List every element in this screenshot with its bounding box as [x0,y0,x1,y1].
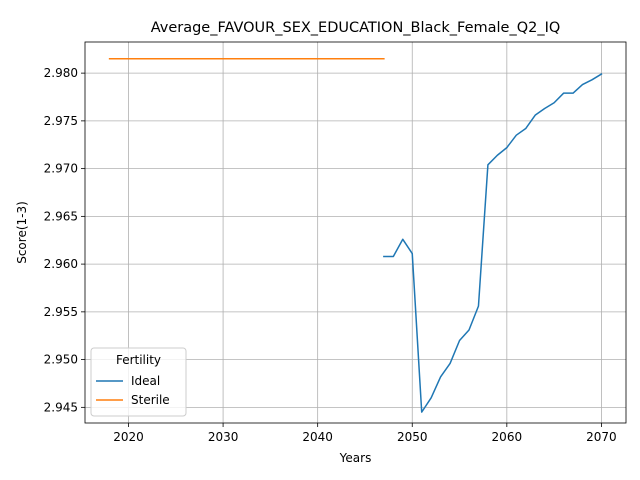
legend-box [90,347,187,417]
series-lines [108,58,603,413]
y-tick-label: 2.960 [44,257,78,271]
x-tick-label: 2040 [302,430,333,444]
x-tick-label: 2030 [208,430,239,444]
series-line-ideal [383,73,603,413]
axis-ticks: 2020 2030 2040 2050 2060 2070 2.945 2.950 2.955 2… [44,66,617,444]
x-tick-label: 2050 [397,430,428,444]
y-tick-label: 2.970 [44,162,78,176]
y-axis-label: Score(1-3) [15,201,29,264]
x-tick-label: 2020 [113,430,144,444]
y-tick-label: 2.950 [44,353,78,367]
legend: Fertility Ideal Sterile [90,347,187,417]
x-axis-label: Years [339,451,372,465]
legend-label-sterile: Sterile [131,393,170,407]
y-tick-label: 2.945 [44,400,78,414]
legend-label-ideal: Ideal [131,374,160,388]
y-tick-label: 2.980 [44,66,78,80]
y-tick-label: 2.965 [44,209,78,223]
y-tick-label: 2.955 [44,305,78,319]
x-tick-label: 2060 [492,430,523,444]
legend-title: Fertility [116,353,161,367]
y-tick-label: 2.975 [44,114,78,128]
x-tick-label: 2070 [586,430,617,444]
chart-title: Average_FAVOUR_SEX_EDUCATION_Black_Femal… [151,20,561,36]
plot-frame [84,41,627,424]
